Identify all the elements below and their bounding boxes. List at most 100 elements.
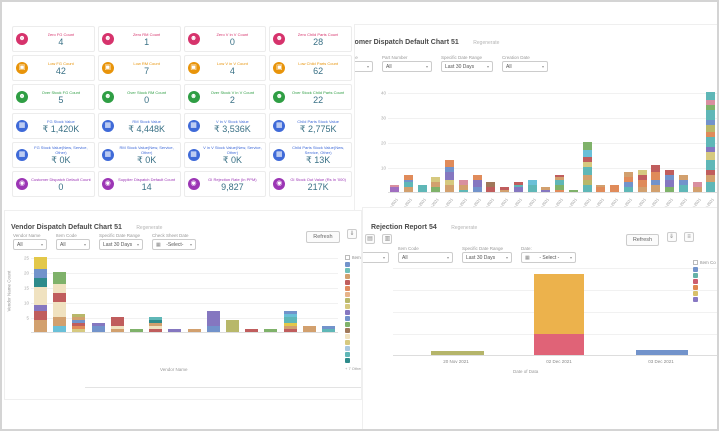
kpi-card[interactable]: ☻ Zero Child Parts Count 28 [269,26,352,52]
bar[interactable] [130,329,143,332]
kpi-card[interactable]: ◉ GI Rejection Rate (In PPM) 9,827 [183,171,267,197]
filter-select[interactable]: All▾ [355,61,373,72]
date-picker[interactable]: ▦ - Select - ▾ [521,252,576,263]
bar[interactable] [500,187,509,192]
legend-swatch[interactable] [345,286,350,291]
vendor-chart-regenerate-link[interactable]: Regenerate [136,225,163,231]
bar[interactable] [445,159,454,192]
filter-select[interactable]: Last 30 Days ▾ [441,61,493,72]
legend-checkbox[interactable] [693,260,698,265]
bar[interactable] [534,273,584,355]
grid-view-icon[interactable]: ▤ [365,233,375,244]
kpi-card[interactable]: ☻ Zero V in V Count 0 [183,26,267,52]
bar[interactable] [283,311,297,332]
legend-swatch[interactable] [345,328,350,333]
legend-swatch[interactable] [693,291,698,296]
filter-select[interactable]: All▾ [13,239,47,250]
kpi-card[interactable]: ☻ Zero FG Count 4 [12,26,95,52]
kpi-card[interactable]: ▣ Low FG Count 42 [12,55,95,81]
customer-chart-regenerate-link[interactable]: Regenerate [473,40,500,46]
bar[interactable] [264,329,278,332]
bar[interactable] [322,326,335,332]
bar[interactable] [245,329,259,332]
kpi-card[interactable]: ▣ Low Child Parts Count 62 [269,55,352,81]
kpi-card[interactable]: ▦ FG Stock Value ₹ 1,420K [12,113,95,139]
filter-select[interactable]: All▾ [502,61,548,72]
bar[interactable] [513,182,523,192]
bar[interactable] [527,179,537,192]
filter-select[interactable]: All▾ [398,252,453,263]
bar[interactable] [678,174,688,192]
bar[interactable] [390,184,399,192]
bar[interactable] [582,142,592,192]
legend-swatch[interactable] [345,346,350,351]
bar[interactable] [431,177,441,192]
bar[interactable] [149,317,163,332]
legend-swatch[interactable] [345,280,350,285]
bar[interactable] [568,189,578,192]
kpi-card[interactable]: ☻ Over Stock V in V Count 2 [183,84,267,110]
kpi-card[interactable]: ◉ GI Stock Out Value (Rs In '000) 217K [269,171,352,197]
bar[interactable] [555,174,564,192]
rejection-chart-refresh-button[interactable]: Refresh [625,234,660,246]
kpi-card[interactable]: ▦ FG Stock Value(New, Service, Other) ₹ 0K [12,142,95,168]
bar[interactable] [53,272,67,332]
kpi-card[interactable]: ☻ Over Stock RM Count 0 [97,84,181,110]
bar[interactable] [623,172,633,192]
kpi-card[interactable]: ▦ RM Stock Value(New, Service, Other) ₹ 0K [97,142,181,168]
legend-swatch[interactable] [345,304,350,309]
bar[interactable] [596,184,606,192]
legend-swatch[interactable] [345,322,350,327]
legend-swatch[interactable] [693,279,698,284]
kpi-card[interactable]: ☻ Zero RM Count 1 [97,26,181,52]
legend-swatch[interactable] [345,316,350,321]
bar[interactable] [651,164,661,192]
copy-icon[interactable]: ▥ [382,233,393,244]
filter-select[interactable]: All▾ [382,61,432,72]
kpi-card[interactable]: ▣ Low RM Count 7 [97,55,181,81]
bar[interactable] [91,323,105,332]
bar[interactable] [541,187,551,192]
legend-swatch[interactable] [693,297,698,302]
legend-swatch[interactable] [345,262,350,267]
bar[interactable] [302,326,316,332]
legend-swatch[interactable] [345,274,350,279]
download-icon[interactable]: ⇓ [666,231,677,242]
kpi-card[interactable]: ▦ V in V Stock Value ₹ 3,536K [183,113,267,139]
bar[interactable] [187,329,201,332]
date-picker[interactable]: ▦ -Select- ▾ [152,239,196,250]
bar[interactable] [486,182,496,192]
legend-swatch[interactable] [345,298,350,303]
bar[interactable] [472,174,482,192]
kpi-card[interactable]: ▦ Child Parts Stock Value ₹ 2,775K [269,113,352,139]
kpi-card[interactable]: ▦ Child Parts Stock Value(New, Service, O… [269,142,352,168]
bar[interactable] [206,311,220,332]
legend-swatch[interactable] [345,340,350,345]
filter-select[interactable]: Last 30 Days ▾ [99,239,143,250]
legend-swatch[interactable] [345,352,350,357]
vendor-chart-refresh-button[interactable]: Refresh [306,231,340,243]
bar[interactable] [403,174,413,192]
legend-more-link[interactable]: + 7 Others [345,366,362,371]
bar[interactable] [417,184,427,192]
bar[interactable] [458,179,468,192]
bar[interactable] [637,169,647,192]
legend-swatch[interactable] [693,273,698,278]
legend-swatch[interactable] [345,310,350,315]
kpi-card[interactable]: ▦ V in V Stock Value(New, Service, Other)… [183,142,267,168]
bar[interactable] [168,329,182,332]
bar[interactable] [226,320,239,332]
kpi-card[interactable]: ▦ RM Stock Value ₹ 4,448K [97,113,181,139]
legend-swatch[interactable] [345,292,350,297]
legend-swatch[interactable] [345,358,350,363]
rejection-chart-regenerate-link[interactable]: Regenerate [451,225,478,231]
kpi-card[interactable]: ▣ Low V in V Count 4 [183,55,267,81]
menu-icon[interactable]: ≡ [684,231,694,242]
legend-swatch[interactable] [345,334,350,339]
kpi-card[interactable]: ☻ Over Stock Child Parts Count 22 [269,84,352,110]
bar[interactable] [665,169,674,192]
filter-select[interactable]: Last 30 Days ▾ [462,252,512,263]
bar[interactable] [610,184,619,192]
download-icon[interactable]: ⇓ [347,228,357,239]
filter-select[interactable]: ▾ [363,252,389,263]
